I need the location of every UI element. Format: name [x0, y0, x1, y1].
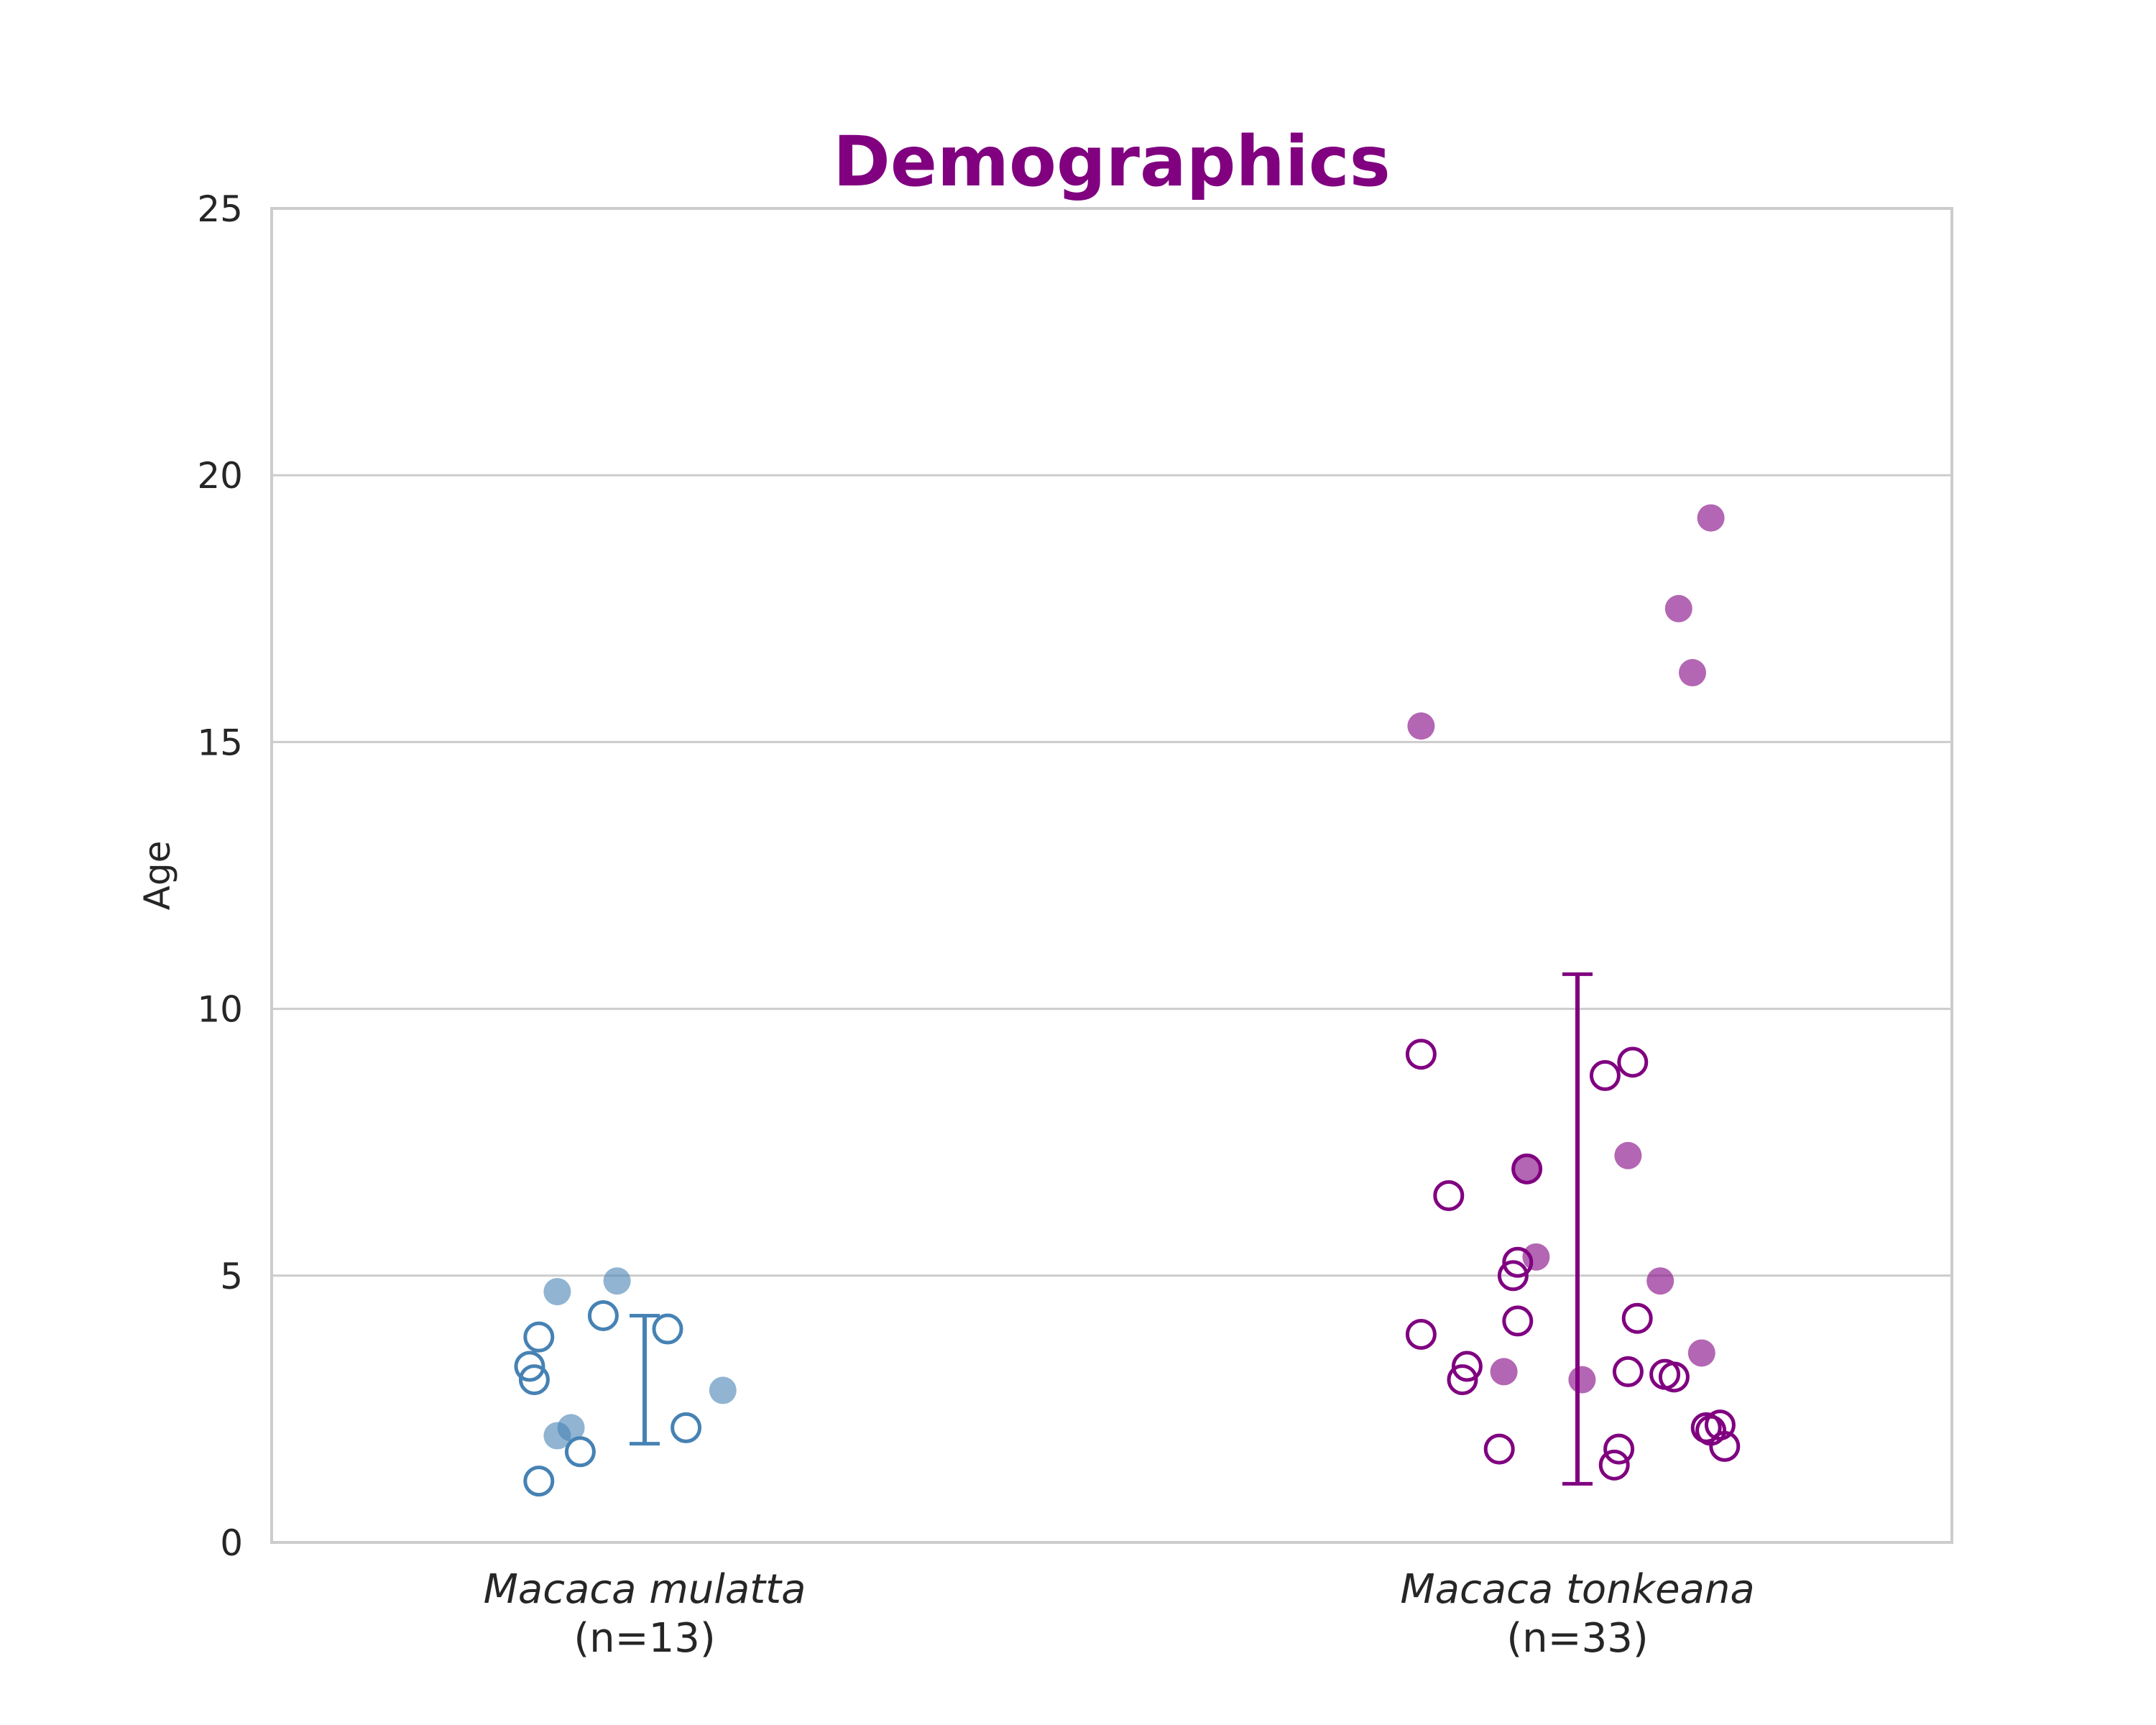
data-point-filled	[709, 1376, 737, 1404]
y-tick-label: 5	[220, 1256, 243, 1297]
series-0	[514, 1267, 737, 1497]
y-axis-ticks: 0 5 10 15 20 25	[197, 188, 243, 1564]
x-tick-label: Macaca mulatta	[484, 1566, 806, 1613]
data-point-open	[514, 1351, 545, 1382]
data-point-open	[564, 1436, 596, 1468]
data-point-open	[1598, 1449, 1630, 1481]
plot-marks	[514, 504, 1741, 1497]
x-axis-categories: Macaca mulatta(n=13) Macaca tonkeana(n=33…	[484, 1566, 1755, 1662]
data-point-open	[1497, 1260, 1529, 1292]
data-point-open	[1483, 1433, 1515, 1465]
x-tick-count-label: (n=13)	[573, 1615, 715, 1662]
chart-title: Demographics	[833, 121, 1391, 202]
data-point-open	[671, 1412, 702, 1443]
data-point-filled	[1407, 712, 1435, 740]
data-point-open	[1405, 1039, 1437, 1070]
series-1	[1405, 504, 1741, 1486]
y-axis-label: Age	[137, 841, 178, 911]
y-tick-label: 0	[220, 1522, 243, 1564]
data-point-filled	[603, 1267, 631, 1295]
data-point-filled	[1679, 658, 1706, 686]
y-tick-label: 15	[197, 722, 243, 763]
y-tick-label: 10	[197, 989, 243, 1031]
data-point-open	[652, 1313, 683, 1345]
data-point-filled	[1646, 1267, 1674, 1295]
data-point-filled	[1513, 1155, 1541, 1183]
data-point-filled	[543, 1422, 571, 1450]
data-point-open	[1617, 1046, 1649, 1078]
x-tick-label: Macaca tonkeana	[1400, 1566, 1754, 1613]
data-point-filled	[1664, 594, 1692, 622]
plot-frame	[270, 207, 1953, 1544]
data-point-filled	[1697, 504, 1725, 532]
data-point-filled	[1490, 1358, 1518, 1386]
data-point-open	[1451, 1351, 1483, 1382]
y-tick-label: 25	[197, 188, 243, 230]
y-tick-label: 20	[197, 455, 243, 497]
data-point-open	[1621, 1302, 1653, 1334]
data-point-open	[523, 1466, 555, 1497]
data-point-open	[523, 1321, 555, 1353]
data-point-filled	[543, 1278, 571, 1306]
data-point-open	[1405, 1318, 1437, 1350]
data-point-open	[1709, 1430, 1741, 1462]
data-point-open	[1603, 1433, 1635, 1465]
data-point-open	[1502, 1305, 1534, 1337]
data-point-filled	[1614, 1141, 1642, 1169]
data-point-open	[1658, 1361, 1690, 1393]
data-point-open	[1447, 1364, 1478, 1396]
data-point-open	[1502, 1246, 1534, 1278]
data-point-open	[1511, 1153, 1543, 1184]
x-tick-count-label: (n=33)	[1506, 1615, 1648, 1662]
data-point-open	[1433, 1179, 1465, 1211]
data-point-open	[1589, 1059, 1621, 1091]
data-point-filled	[1522, 1243, 1550, 1271]
data-point-filled	[1568, 1366, 1596, 1394]
data-point-filled	[1687, 1339, 1715, 1367]
data-point-open	[518, 1364, 550, 1396]
data-point-open	[1612, 1356, 1644, 1387]
data-point-open	[587, 1300, 619, 1331]
